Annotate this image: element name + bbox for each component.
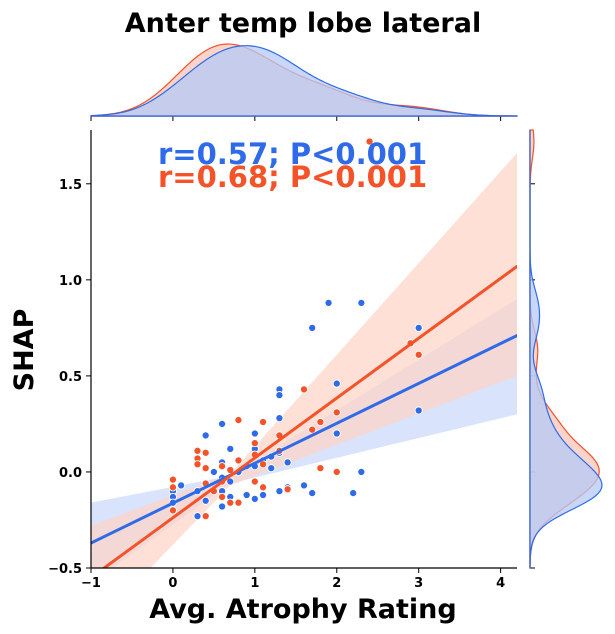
y-tick-label: −0.5 xyxy=(48,562,82,577)
scatter-point-orange xyxy=(168,506,177,515)
y-tick-label: 1.5 xyxy=(59,178,82,193)
scatter-point-blue xyxy=(226,444,235,453)
scatter-point-orange xyxy=(250,477,259,486)
y-ticks: −0.5 0.0 0.5 1.0 1.5 xyxy=(48,178,91,577)
top-kde-blue xyxy=(90,45,518,117)
chart-title: Anter temp lobe lateral xyxy=(125,8,481,39)
x-tick-label: 0 xyxy=(168,576,177,591)
x-tick-label: 1 xyxy=(250,576,259,591)
regression-lines xyxy=(91,264,517,568)
scatter-point-orange xyxy=(332,467,341,476)
scatter-point-blue xyxy=(242,490,251,500)
scatter-point-orange xyxy=(365,137,374,146)
scatter-point-blue xyxy=(267,464,276,473)
scatter-point-orange xyxy=(201,512,210,521)
scatter-point-orange xyxy=(332,408,341,417)
scatter-point-blue xyxy=(201,431,210,440)
scatter-point-orange xyxy=(201,448,210,457)
y-tick-label: 0.5 xyxy=(59,370,82,385)
top-marginal-kde xyxy=(90,43,518,121)
scatter-point-orange xyxy=(226,498,235,507)
scatter-point-orange xyxy=(218,462,227,471)
scatter-point-blue xyxy=(250,429,259,438)
main-plot-area: −1 0 1 2 3 4 −0.5 0.0 0.5 1.0 1.5 r=0.57; P<0.001… xyxy=(48,130,517,591)
scatter-point-blue xyxy=(308,489,317,498)
scatter-point-blue xyxy=(209,467,218,476)
scatter-point-blue xyxy=(275,391,284,400)
scatter-point-blue xyxy=(258,490,268,500)
scatter-points xyxy=(168,137,423,521)
scatter-point-blue xyxy=(177,481,186,490)
scatter-point-orange xyxy=(414,350,423,359)
scatter-point-blue xyxy=(324,298,333,307)
scatter-point-orange xyxy=(316,417,325,427)
right-marginal-kde xyxy=(529,129,603,569)
regression-line-blue xyxy=(91,334,517,545)
scatter-point-blue xyxy=(283,458,292,467)
scatter-point-orange xyxy=(234,498,243,507)
scatter-point-blue xyxy=(250,494,259,503)
scatter-point-blue xyxy=(275,414,284,423)
x-tick-label: 4 xyxy=(496,576,505,591)
scatter-point-orange xyxy=(234,456,243,465)
scatter-point-orange xyxy=(218,492,227,501)
scatter-point-blue xyxy=(218,419,227,428)
x-tick-label: −1 xyxy=(81,576,101,591)
scatter-point-orange xyxy=(299,385,309,394)
regression-line-orange xyxy=(101,264,517,568)
scatter-point-blue xyxy=(332,429,341,438)
scatter-point-orange xyxy=(234,416,243,425)
scatter-point-blue xyxy=(414,323,423,332)
scatter-point-blue xyxy=(226,477,235,486)
scatter-point-orange xyxy=(193,446,202,455)
scatter-point-orange xyxy=(258,483,268,492)
y-axis-label: SHAP xyxy=(9,309,40,392)
y-tick-label: 1.0 xyxy=(59,274,82,289)
scatter-point-blue xyxy=(357,298,366,307)
x-tick-label: 3 xyxy=(414,576,423,591)
scatter-point-orange xyxy=(201,464,210,473)
scatter-point-orange xyxy=(258,417,268,427)
scatter-point-blue xyxy=(201,496,210,505)
scatter-point-blue xyxy=(357,467,366,476)
scatter-point-blue xyxy=(414,406,423,415)
x-tick-label: 2 xyxy=(332,576,341,591)
scatter-point-blue xyxy=(299,481,309,490)
scatter-point-orange xyxy=(308,425,317,434)
ci-band-orange xyxy=(91,153,517,568)
scatter-point-orange xyxy=(168,483,177,492)
scatter-point-blue xyxy=(308,323,317,332)
scatter-point-blue xyxy=(332,379,341,388)
scatter-point-blue xyxy=(218,502,227,511)
x-ticks: −1 0 1 2 3 4 xyxy=(81,568,505,591)
stat-label-blue: r=0.57; P<0.001 xyxy=(158,137,427,171)
scatter-point-orange xyxy=(316,464,325,473)
scatter-point-blue xyxy=(193,512,202,521)
scatter-point-orange xyxy=(283,485,292,494)
y-tick-label: 0.0 xyxy=(59,466,82,481)
right-kde-blue xyxy=(529,130,603,569)
scatter-point-blue xyxy=(275,487,284,496)
scatter-point-blue xyxy=(349,489,358,498)
stat-label-orange: r=0.68; P<0.001 xyxy=(158,160,427,194)
scatter-point-orange xyxy=(193,460,202,469)
scatter-point-orange xyxy=(168,475,177,484)
x-axis-label: Avg. Atrophy Rating xyxy=(149,594,456,625)
scatter-point-orange xyxy=(250,439,259,448)
